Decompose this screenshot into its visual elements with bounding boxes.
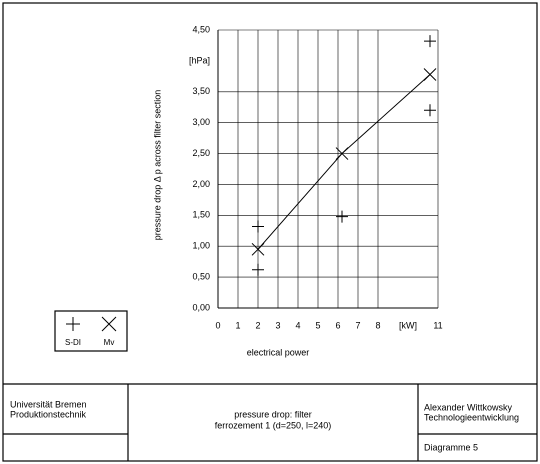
x-tick-label: 4 xyxy=(295,320,300,330)
author: Alexander Wittkowsky xyxy=(424,402,513,412)
institution: Universität Bremen xyxy=(10,399,87,409)
y-tick-label: 1,50 xyxy=(192,210,210,220)
diagram-number: Diagramme 5 xyxy=(424,442,478,452)
y-unit: [hPa] xyxy=(189,55,210,65)
legend-label: S-DI xyxy=(65,338,81,347)
x-tick-label: 2 xyxy=(255,320,260,330)
x-tick-label: 11 xyxy=(433,320,442,330)
legend-label: Mv xyxy=(104,338,115,347)
plus-marker xyxy=(252,220,264,233)
series-line xyxy=(257,74,431,250)
x-unit: [kW] xyxy=(399,320,417,330)
plus-marker xyxy=(252,263,264,276)
author: Technologieentwicklung xyxy=(424,412,519,422)
y-tick-label: 0,00 xyxy=(192,302,210,312)
cross-marker xyxy=(423,68,437,81)
y-axis-label: pressure drop Δ p across filter section xyxy=(152,90,162,241)
legend-marker xyxy=(66,317,80,331)
x-tick-label: 1 xyxy=(235,320,240,330)
y-tick-label: 1,00 xyxy=(192,241,210,251)
y-tick-label: 3,00 xyxy=(192,117,210,127)
institution: Produktionstechnik xyxy=(10,409,87,419)
legend-box xyxy=(54,310,128,352)
x-tick-label: 8 xyxy=(375,320,380,330)
x-axis-label: electrical power xyxy=(247,347,310,357)
x-tick-label: 6 xyxy=(335,320,340,330)
x-tick-label: 0 xyxy=(215,320,220,330)
x-tick-label: 3 xyxy=(275,320,280,330)
y-tick-label: 2,00 xyxy=(192,179,210,189)
block-title: ferrozement 1 (d=250, l=240) xyxy=(215,420,332,430)
cross-marker xyxy=(251,242,265,256)
x-tick-label: 5 xyxy=(315,320,320,330)
x-tick-label: 7 xyxy=(355,320,360,330)
block-title: pressure drop: filter xyxy=(234,409,312,419)
y-tick-label: 4,50 xyxy=(192,24,210,34)
plus-marker xyxy=(424,35,436,48)
cross-marker xyxy=(335,147,349,160)
plus-marker xyxy=(424,104,436,117)
y-tick-label: 3,50 xyxy=(192,86,210,96)
y-tick-label: 0,50 xyxy=(192,271,210,281)
y-tick-label: 2,50 xyxy=(192,148,210,158)
plus-marker xyxy=(336,210,348,223)
legend-marker xyxy=(101,316,117,332)
